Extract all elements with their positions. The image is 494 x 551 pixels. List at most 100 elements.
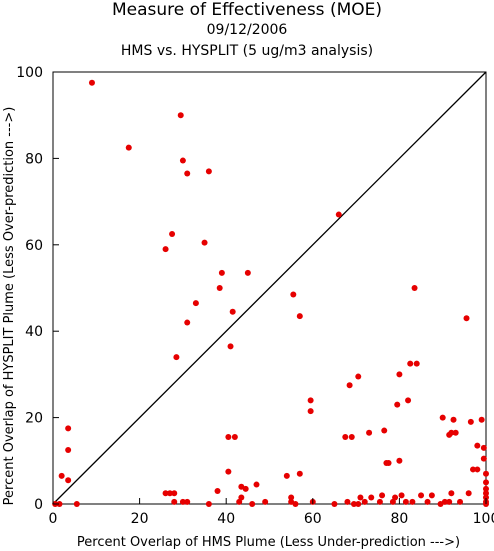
scatter-point xyxy=(171,498,178,505)
scatter-point xyxy=(483,494,489,501)
y-tick-label: 100 xyxy=(16,65,43,81)
scatter-point xyxy=(448,429,455,436)
x-tick-label: 60 xyxy=(304,511,322,527)
scatter-point xyxy=(231,434,238,441)
scatter-point xyxy=(411,285,418,291)
scatter-point xyxy=(439,414,446,421)
scatter-point xyxy=(441,498,448,505)
scatter-point xyxy=(242,485,249,492)
scatter-point xyxy=(201,239,208,246)
scatter-point xyxy=(65,477,72,484)
y-tick-label: 40 xyxy=(25,324,43,340)
scatter-point xyxy=(344,498,351,505)
scatter-point xyxy=(376,498,383,505)
scatter-point xyxy=(342,434,349,441)
scatter-point xyxy=(184,170,191,177)
scatter-point xyxy=(290,291,297,298)
scatter-point xyxy=(288,494,295,501)
scatter-point xyxy=(348,434,355,441)
scatter-point xyxy=(357,494,364,501)
scatter-point xyxy=(470,466,477,473)
y-tick-label: 20 xyxy=(25,411,43,427)
scatter-point xyxy=(262,498,269,505)
scatter-point xyxy=(177,112,184,119)
scatter-point xyxy=(162,490,169,497)
scatter-point xyxy=(478,416,485,423)
scatter-point xyxy=(249,501,256,507)
scatter-point xyxy=(366,429,373,436)
x-tick-label: 0 xyxy=(49,511,58,527)
chart-analysis-subtitle: HMS vs. HYSPLIT (5 ug/m3 analysis) xyxy=(120,43,374,59)
scatter-point xyxy=(58,472,65,479)
scatter-point xyxy=(253,481,260,488)
scatter-point xyxy=(179,498,186,505)
scatter-point xyxy=(292,501,299,507)
scatter-point xyxy=(381,427,388,434)
scatter-point xyxy=(407,360,414,367)
scatter-point xyxy=(379,492,386,499)
reference-diagonal-line xyxy=(52,71,487,505)
scatter-point xyxy=(216,285,223,291)
scatter-point xyxy=(162,246,169,253)
scatter-point xyxy=(474,466,481,473)
scatter-point xyxy=(65,425,72,432)
scatter-point xyxy=(296,470,303,477)
scatter-point xyxy=(413,360,420,367)
scatter-point xyxy=(350,501,357,507)
scatter-point xyxy=(355,373,362,380)
scatter-point xyxy=(169,231,176,237)
scatter-point xyxy=(448,490,455,497)
scatter-point xyxy=(483,485,489,492)
scatter-point xyxy=(355,501,362,507)
scatter-point xyxy=(88,79,95,86)
scatter-point xyxy=(474,442,481,449)
scatter-point xyxy=(335,211,342,218)
scatter-point xyxy=(396,457,403,464)
scatter-point xyxy=(446,498,453,505)
scatter-point xyxy=(409,498,416,505)
scatter-point xyxy=(307,397,314,404)
scatter-point xyxy=(283,472,290,479)
scatter-point xyxy=(424,498,431,505)
scatter-point xyxy=(171,490,178,497)
scatter-point xyxy=(184,319,191,326)
scatter-point xyxy=(225,434,232,441)
x-tick-label: 40 xyxy=(217,511,235,527)
scatter-point xyxy=(483,490,489,497)
scatter-point xyxy=(225,468,232,475)
scatter-point xyxy=(65,447,72,453)
scatter-point xyxy=(73,501,80,507)
y-axis-label: Percent Overlap of HYSPLIT Plume (Less O… xyxy=(2,107,17,506)
scatter-point xyxy=(394,401,401,408)
scatter-point xyxy=(227,343,234,350)
scatter-point xyxy=(214,488,221,495)
chart-title: Measure of Effectiveness (MOE) xyxy=(111,0,383,20)
scatter-point xyxy=(463,315,470,322)
scatter-point xyxy=(483,479,489,486)
scatter-point xyxy=(173,354,180,361)
scatter-point xyxy=(480,444,487,451)
scatter-point xyxy=(238,494,245,501)
scatter-point xyxy=(205,501,212,507)
scatter-point xyxy=(244,269,251,276)
scatter-point xyxy=(385,459,392,466)
scatter-point xyxy=(457,498,464,505)
y-tick-label: 80 xyxy=(25,151,43,167)
scatter-point xyxy=(418,492,425,499)
scatter-point xyxy=(296,313,303,320)
scatter-point xyxy=(405,397,412,404)
scatter-point xyxy=(402,498,409,505)
x-tick-label: 80 xyxy=(390,511,408,527)
scatter-point xyxy=(467,418,474,425)
scatter-point xyxy=(368,494,375,501)
scatter-point xyxy=(179,157,186,164)
scatter-point xyxy=(452,429,459,436)
scatter-point xyxy=(346,382,353,389)
scatter-point xyxy=(483,470,489,477)
y-tick-label: 60 xyxy=(25,238,43,254)
scatter-point xyxy=(428,492,435,499)
scatter-point xyxy=(398,492,405,499)
scatter-point xyxy=(480,455,487,462)
chart-date: 09/12/2006 xyxy=(206,22,288,38)
